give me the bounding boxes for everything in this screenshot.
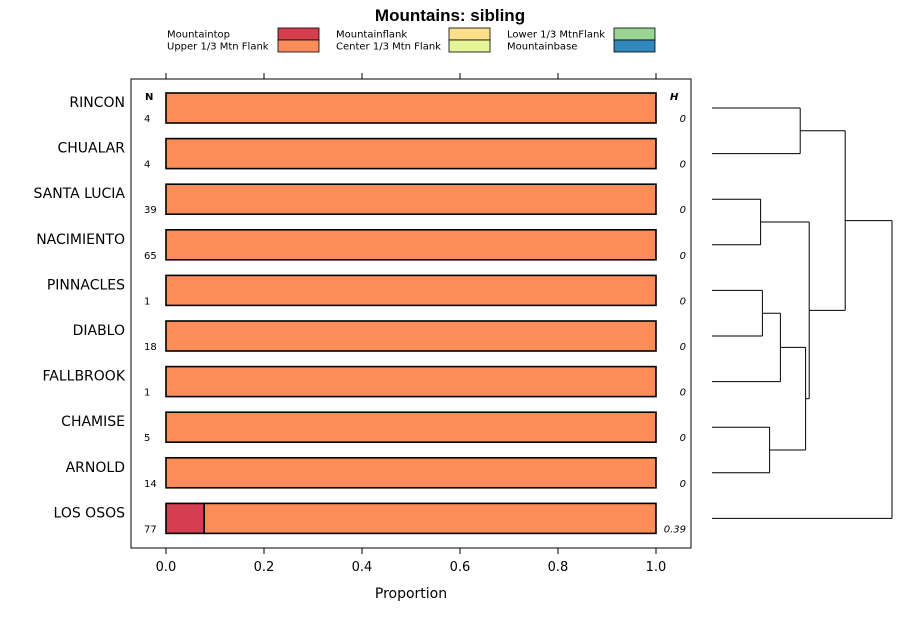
n-value: 65	[144, 251, 157, 262]
h-value: 0	[680, 342, 686, 353]
n-value: 4	[144, 114, 150, 125]
n-value: 4	[144, 160, 150, 171]
n-value: 77	[144, 524, 157, 535]
row-label: CHAMISE	[61, 414, 125, 430]
n-value: 1	[144, 388, 150, 399]
bar-segment	[165, 137, 657, 170]
bar-rows: RINCON 4 0 CHUALAR 4 0 SANTA LUCIA 39 0 NACIMIENT…	[33, 92, 686, 535]
h-value: 0	[680, 296, 686, 307]
plot-frame	[130, 78, 692, 549]
bar-segment	[165, 320, 657, 352]
h-value: 0	[680, 114, 686, 125]
h-value: 0	[680, 160, 686, 171]
bar-segment	[165, 229, 657, 261]
row-label: FALLBROOK	[43, 369, 126, 385]
legend-label: Mountaintop	[167, 30, 230, 41]
x-tick-label: 0.0	[156, 560, 177, 575]
legend-swatch	[613, 27, 656, 41]
h-column-header: H	[670, 92, 679, 103]
x-axis-label: Proportion	[375, 586, 447, 602]
x-axis: 0.0 0.2 0.4 0.6 0.8 1.0	[156, 73, 667, 575]
legend-label: Mountainbase	[507, 42, 577, 53]
h-value: 0	[680, 251, 686, 262]
row-label: PINNACLES	[47, 277, 125, 293]
bar-segment	[165, 411, 657, 444]
bar-segment	[165, 183, 657, 215]
n-value: 1	[144, 296, 150, 307]
bar-segment	[165, 502, 206, 535]
h-value: 0	[680, 479, 686, 490]
row-label: ARNOLD	[66, 460, 125, 476]
bar-segment	[165, 274, 657, 307]
x-tick-label: 1.0	[646, 560, 667, 575]
n-value: 5	[144, 433, 150, 444]
legend-label: Mountainflank	[336, 30, 407, 41]
row-label: SANTA LUCIA	[33, 186, 125, 202]
x-tick-label: 0.6	[450, 560, 471, 575]
row-label: RINCON	[69, 95, 125, 111]
n-value: 39	[144, 205, 157, 216]
h-value: 0.39	[664, 524, 686, 535]
row-label: DIABLO	[73, 323, 125, 339]
h-value: 0	[680, 433, 686, 444]
n-column-header: N	[145, 92, 153, 103]
chart-title: Mountains: sibling	[375, 6, 525, 25]
bar-segment	[165, 92, 657, 124]
legend-swatch	[613, 39, 656, 53]
legend-swatch	[277, 39, 320, 53]
legend-label: Center 1/3 Mtn Flank	[336, 42, 441, 53]
legend-swatch	[277, 27, 320, 41]
legend-label: Lower 1/3 MtnFlank	[507, 30, 605, 41]
row-label: NACIMIENTO	[36, 232, 125, 248]
bar-segment	[165, 365, 657, 398]
dendrogram	[712, 107, 893, 519]
h-value: 0	[680, 205, 686, 216]
legend-label: Upper 1/3 Mtn Flank	[167, 42, 269, 53]
legend-swatch	[448, 27, 491, 41]
x-tick-label: 0.4	[352, 560, 373, 575]
n-value: 18	[144, 342, 157, 353]
legend-swatch	[448, 39, 491, 53]
x-tick-label: 0.2	[254, 560, 275, 575]
bar-segment	[165, 456, 657, 489]
bar-segment	[203, 502, 657, 535]
h-value: 0	[680, 388, 686, 399]
row-label: CHUALAR	[57, 141, 125, 157]
n-value: 14	[144, 479, 157, 490]
x-tick-label: 0.8	[548, 560, 569, 575]
row-label: LOS OSOS	[54, 505, 126, 521]
